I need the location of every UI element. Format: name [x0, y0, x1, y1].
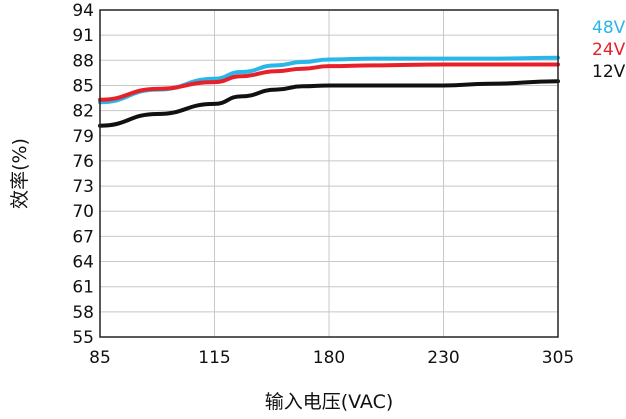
y-tick-label: 88 [72, 51, 94, 71]
series-line-24v [98, 62, 560, 102]
x-tick-label: 85 [89, 348, 111, 368]
series-lines [98, 55, 560, 128]
legend-entry-48v: 48V [592, 18, 626, 38]
y-axis-label: 效率(%) [9, 138, 31, 209]
y-tick-label: 55 [72, 328, 94, 348]
plot-frame [99, 9, 559, 338]
y-tick-label: 94 [72, 1, 94, 21]
y-tick-label: 82 [72, 102, 94, 122]
legend-entry-24v: 24V [592, 40, 626, 60]
y-tick-label: 76 [72, 152, 94, 172]
y-tick-label: 91 [72, 26, 94, 46]
x-tick-label: 180 [313, 348, 345, 368]
y-tick-label: 73 [72, 177, 94, 197]
y-tick-label: 85 [72, 76, 94, 96]
y-tick-label: 58 [72, 303, 94, 323]
y-tick-label: 61 [72, 278, 94, 298]
y-tick-label: 64 [72, 253, 94, 273]
y-tick-label: 70 [72, 202, 94, 222]
y-axis-ticks: 55 58 61 64 67 70 73 76 79 82 85 88 91 94 [72, 1, 94, 348]
x-axis-label: 输入电压(VAC) [265, 391, 394, 413]
x-tick-label: 230 [427, 348, 459, 368]
x-tick-label: 305 [542, 348, 574, 368]
x-axis-ticks: 85 115 180 230 305 [89, 348, 574, 368]
y-tick-label: 67 [72, 227, 94, 247]
series-line-12v [98, 79, 560, 128]
x-tick-label: 115 [198, 348, 230, 368]
legend-entry-12v: 12V [592, 62, 626, 82]
y-tick-label: 79 [72, 127, 94, 147]
